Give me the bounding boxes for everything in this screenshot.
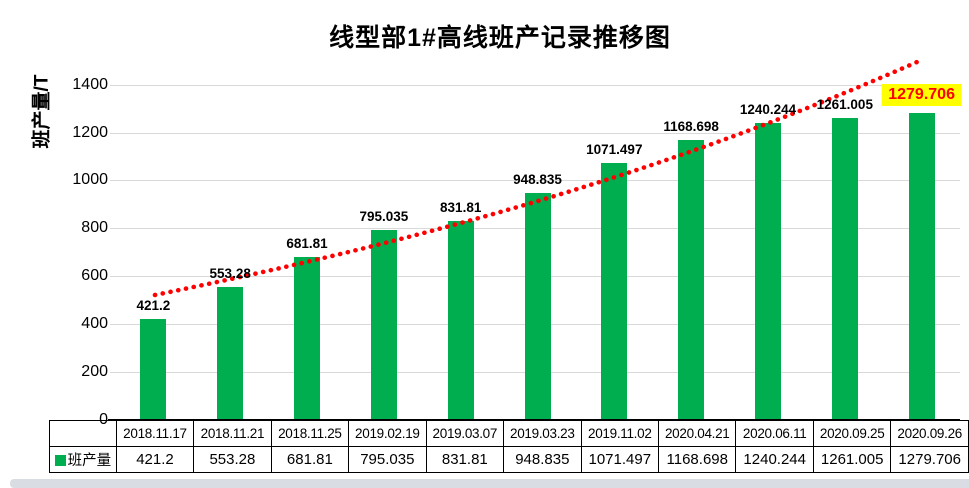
bar-2020.09.25 [831, 117, 858, 420]
table-date-cell-8: 2020.06.11 [735, 420, 814, 447]
table-date-cell-6: 2019.11.02 [580, 420, 660, 447]
y-tick-label-0: 0 [99, 411, 108, 428]
table-date-cell-0: 2018.11.17 [115, 420, 195, 447]
data-label-1: 553.28 [209, 266, 251, 282]
bar-2018.11.17 [140, 319, 167, 420]
table-value-cell-7: 1168.698 [657, 446, 737, 473]
y-tick-label-400: 400 [81, 315, 108, 333]
bar-2019.02.19 [370, 229, 397, 420]
chart-title: 线型部1#高线班产记录推移图 [329, 24, 671, 52]
legend-label: 班产量 [67, 453, 112, 469]
bar-2020.04.21 [678, 140, 705, 420]
table-value-cell-8: 1240.244 [735, 446, 814, 473]
data-label-9: 1261.005 [816, 96, 873, 112]
bar-2019.11.02 [601, 163, 628, 420]
table-value-cell-4: 831.81 [425, 446, 505, 473]
y-tick-label-800: 800 [81, 219, 108, 237]
table-date-cell-3: 2019.02.19 [348, 420, 427, 447]
table-date-cell-9: 2020.09.25 [812, 420, 892, 447]
bar-2019.03.07 [447, 220, 474, 420]
y-tick-label-1000: 1000 [72, 171, 108, 189]
data-label-3: 795.035 [359, 208, 409, 224]
y-tick-label-600: 600 [81, 267, 108, 285]
data-label-4: 831.81 [440, 199, 482, 215]
legend-cell: 班产量 [49, 446, 117, 473]
data-label-2: 681.81 [286, 235, 328, 251]
data-label-5: 948.835 [513, 171, 562, 187]
bar-2018.11.21 [217, 287, 244, 420]
y-tick-label-1200: 1200 [72, 123, 108, 141]
table-value-cell-10: 1279.706 [890, 446, 969, 473]
bar-2019.03.23 [524, 192, 551, 420]
table-date-cell-10: 2020.09.26 [890, 420, 969, 447]
table-value-cell-0: 421.2 [115, 446, 195, 473]
data-label-highlighted: 1279.706 [881, 84, 962, 107]
table-date-cell-5: 2019.03.23 [503, 420, 582, 447]
bottom-strip [10, 479, 969, 488]
legend-swatch-icon [54, 455, 66, 466]
table-value-cell-6: 1071.497 [580, 446, 660, 473]
table-corner-cell [49, 420, 117, 447]
table-value-cell-2: 681.81 [270, 446, 350, 473]
gridline-1400 [110, 84, 960, 86]
bar-2020.09.26 [908, 113, 935, 420]
data-label-8: 1240.244 [739, 101, 797, 117]
bar-2018.11.25 [294, 256, 320, 420]
table-date-cell-7: 2020.04.21 [657, 420, 737, 447]
y-tick-label-1400: 1400 [72, 75, 108, 93]
data-label-0: 421.2 [136, 298, 171, 314]
data-table: 2018.11.17 2018.11.21 2018.11.25 2019.02.19… [49, 420, 969, 473]
table-value-cell-9: 1261.005 [812, 446, 892, 473]
table-date-cell-1: 2018.11.21 [193, 420, 272, 447]
table-date-cell-4: 2019.03.07 [425, 420, 505, 447]
y-tick-label-200: 200 [81, 363, 108, 381]
bar-2020.06.11 [755, 122, 781, 420]
table-value-cell-3: 795.035 [348, 446, 427, 473]
x-axis-line [108, 419, 960, 421]
table-value-cell-1: 553.28 [193, 446, 272, 473]
table-date-cell-2: 2018.11.25 [270, 420, 350, 447]
data-label-6: 1071.497 [586, 142, 643, 158]
data-label-7: 1168.698 [663, 119, 719, 134]
table-value-cell-5: 948.835 [503, 446, 582, 473]
